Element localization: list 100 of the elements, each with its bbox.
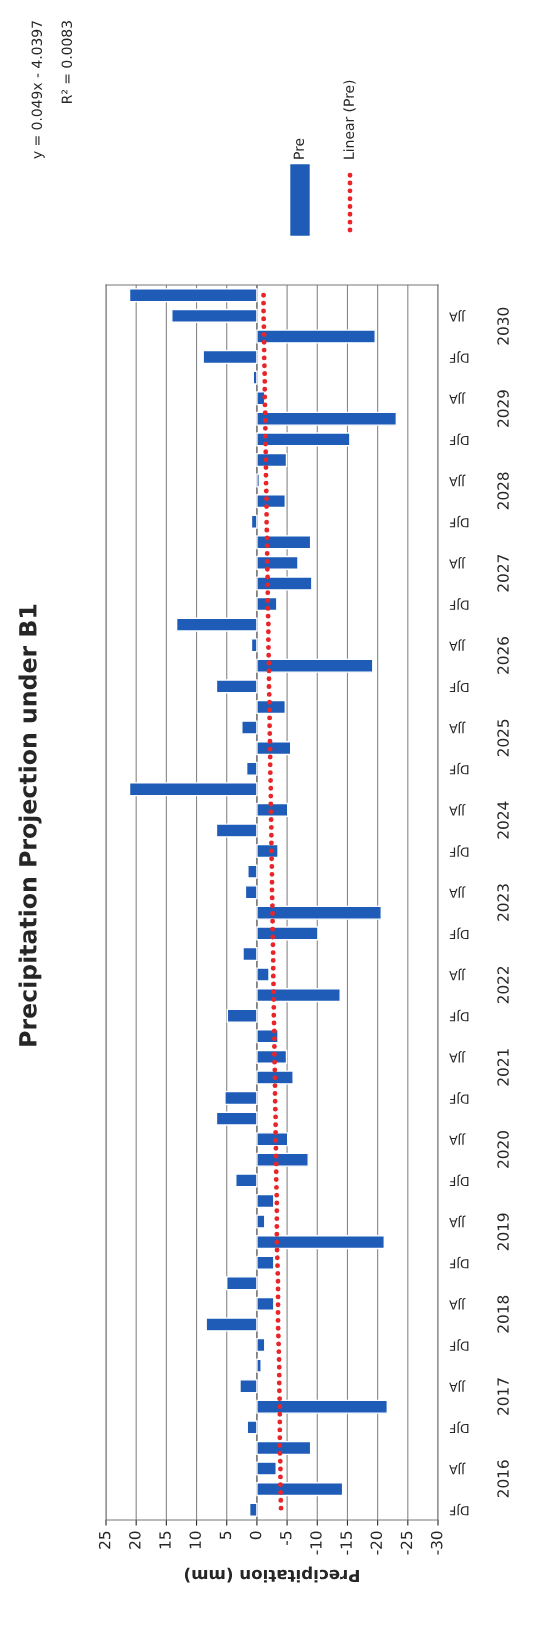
bar (248, 1502, 258, 1517)
bar (256, 555, 299, 570)
text: 2027 (497, 555, 509, 592)
x-tick-label: -5 (280, 1531, 292, 1545)
x-tick-label: 0 (249, 1531, 262, 1540)
bar (252, 370, 258, 385)
bar (250, 638, 258, 653)
bar (256, 1255, 275, 1270)
x-tick-label: 5 (219, 1531, 232, 1539)
bar (241, 720, 258, 735)
bar (256, 1235, 385, 1250)
bar (215, 1111, 258, 1126)
bar (256, 1296, 275, 1311)
bar (256, 1049, 288, 1064)
text: y = 0.049x - 4.0397 (31, 21, 45, 159)
y-tick-label: JJA (449, 968, 466, 981)
bar (256, 1337, 266, 1353)
bar (256, 576, 313, 591)
text: 2024 (497, 801, 509, 839)
y-tick-label: JJA (449, 639, 466, 651)
bar (256, 1152, 309, 1167)
bar (224, 1090, 258, 1106)
text: 2028 (497, 472, 509, 510)
bar (205, 1317, 258, 1332)
y-tick-label: DJF (449, 1256, 469, 1269)
bar (256, 926, 319, 941)
x-tick-label: -15 (340, 1531, 352, 1555)
bar (247, 864, 258, 879)
text: 2021 (497, 1049, 509, 1086)
bar (256, 1461, 277, 1476)
text: 2023 (497, 884, 509, 921)
bar (256, 905, 382, 920)
x-tick-label: 15 (159, 1531, 171, 1549)
x-axis-title: Precipitation (mm) (184, 1566, 359, 1583)
bar (256, 1214, 266, 1229)
bar (256, 473, 261, 488)
bar (256, 1070, 294, 1085)
y-tick-label: JJA (449, 1133, 466, 1145)
bar (256, 741, 292, 756)
bar (256, 658, 374, 673)
x-tick-label: 10 (189, 1531, 201, 1549)
bar (239, 1379, 258, 1394)
y-tick-label: JJA (449, 474, 466, 487)
bar (246, 1420, 258, 1435)
bar (235, 1173, 258, 1188)
text: 2018 (497, 1295, 509, 1333)
bar (256, 494, 286, 509)
y-tick-label: JJA (449, 556, 466, 569)
bar (256, 535, 312, 550)
bar (256, 1132, 289, 1147)
bar (215, 679, 258, 694)
text: Precipitation Projection under B1 (18, 604, 42, 1046)
y-tick-label: DJF (449, 515, 469, 528)
bar (128, 288, 258, 303)
bar (242, 946, 258, 962)
y-tick-label: JJA (449, 1050, 466, 1063)
y-tick-label: DJF (449, 927, 469, 940)
y-tick-label: JJA (449, 309, 466, 322)
y-tick-label: JJA (449, 1462, 466, 1475)
text: 2029 (497, 390, 509, 427)
y-tick-label: JJA (449, 1297, 466, 1310)
x-tick-label: -25 (400, 1531, 413, 1555)
bar (256, 1482, 344, 1497)
y-tick-label: DJF (449, 598, 469, 610)
bar (256, 329, 376, 344)
text: 2025 (497, 719, 509, 757)
text: 2016 (497, 1460, 509, 1498)
y-tick-label: DJF (449, 1174, 469, 1187)
y-tick-label: JJA (449, 721, 466, 734)
bar (128, 782, 258, 797)
bar (256, 1193, 275, 1209)
y-tick-label: JJA (449, 1215, 466, 1228)
y-tick-label: DJF (449, 1092, 469, 1104)
bar (250, 514, 258, 529)
y-tick-label: DJF (449, 1339, 469, 1351)
text: Linear (Pre) (343, 80, 356, 159)
y-tick-label: DJF (449, 1503, 469, 1516)
text: Pre (293, 138, 305, 159)
bar (244, 885, 258, 900)
bar (256, 802, 289, 817)
bar (256, 411, 398, 426)
bar (245, 761, 258, 776)
text: 2022 (497, 966, 509, 1004)
bar (256, 452, 288, 468)
x-tick-label: -20 (370, 1531, 383, 1555)
bar (256, 1399, 388, 1414)
text: 2017 (497, 1378, 509, 1415)
y-tick-label: JJA (449, 392, 466, 404)
bar (175, 617, 258, 632)
bar (256, 699, 286, 715)
bar (215, 823, 258, 838)
x-tick-label: -30 (430, 1531, 443, 1555)
bar (256, 432, 351, 447)
bar (226, 1276, 258, 1291)
text: 2019 (497, 1213, 509, 1251)
y-tick-label: DJF (449, 845, 469, 857)
y-tick-label: DJF (449, 433, 469, 446)
bar (256, 843, 279, 859)
y-tick-label: DJF (449, 1421, 469, 1434)
bar (256, 988, 341, 1003)
